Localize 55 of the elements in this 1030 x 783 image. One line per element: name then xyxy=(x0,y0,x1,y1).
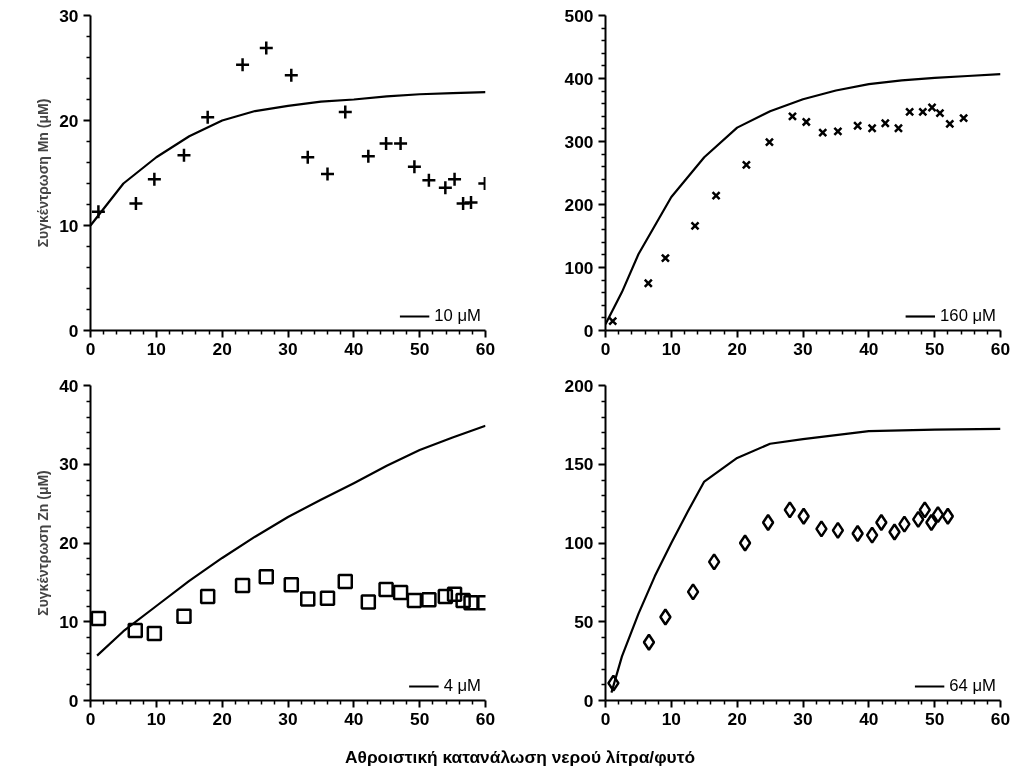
y-tick-label: 20 xyxy=(59,533,79,553)
y-tick-label: 30 xyxy=(59,454,79,475)
legend-label: 10 μM xyxy=(434,306,481,326)
x-tick-label: 30 xyxy=(793,338,813,359)
x-tick-label: 0 xyxy=(85,338,96,359)
x-tick-label: 30 xyxy=(278,708,298,729)
x-axis-title: Αθροιστική κατανάλωση νερού λίτρα/φυτό xyxy=(345,746,695,769)
y-axis-title: Συγκέντρωση Zn (μM) xyxy=(35,470,52,616)
x-tick-label: 20 xyxy=(212,338,232,359)
y-tick-label: 10 xyxy=(59,215,79,236)
x-tick-label: 50 xyxy=(925,708,945,729)
y-tick-label: 0 xyxy=(68,690,79,711)
x-tick-label: 40 xyxy=(859,708,879,729)
x-tick-label: 0 xyxy=(85,708,96,729)
y-tick-label: 40 xyxy=(59,375,79,396)
x-tick-label: 30 xyxy=(278,338,298,359)
x-tick-label: 0 xyxy=(600,708,611,729)
y-tick-label: 10 xyxy=(59,611,79,632)
y-tick-label: 200 xyxy=(564,194,594,215)
x-tick-label: 60 xyxy=(475,338,496,359)
x-tick-label: 60 xyxy=(990,338,1011,359)
x-tick-label: 40 xyxy=(344,338,364,359)
y-tick-label: 300 xyxy=(564,131,594,152)
y-axis-title: Συγκέντρωση Mn (μM) xyxy=(35,98,52,248)
y-tick-label: 50 xyxy=(574,611,594,632)
y-tick-label: 400 xyxy=(564,68,594,89)
x-tick-label: 10 xyxy=(146,338,166,359)
y-tick-label: 30 xyxy=(59,5,79,26)
legend-label: 4 μM xyxy=(443,676,481,696)
x-tick-label: 50 xyxy=(410,338,430,359)
x-tick-label: 0 xyxy=(600,338,611,359)
x-tick-label: 30 xyxy=(793,708,813,729)
legend-label: 160 μM xyxy=(940,306,996,326)
y-tick-label: 150 xyxy=(564,454,594,475)
y-tick-label: 0 xyxy=(583,690,594,711)
x-tick-label: 10 xyxy=(661,338,681,359)
x-tick-label: 20 xyxy=(727,338,747,359)
y-tick-label: 100 xyxy=(564,533,594,553)
x-tick-label: 20 xyxy=(212,708,232,729)
x-tick-label: 10 xyxy=(146,708,166,729)
y-tick-label: 20 xyxy=(59,110,79,131)
x-tick-label: 40 xyxy=(859,338,879,359)
x-tick-label: 50 xyxy=(925,338,945,359)
legend-label: 64 μM xyxy=(949,676,996,696)
y-tick-label: 0 xyxy=(583,320,594,341)
y-tick-label: 100 xyxy=(564,257,594,278)
y-tick-label: 500 xyxy=(564,5,594,26)
x-tick-label: 50 xyxy=(410,708,430,729)
x-tick-label: 20 xyxy=(727,708,747,729)
x-tick-label: 60 xyxy=(475,708,496,729)
x-tick-label: 40 xyxy=(344,708,364,729)
x-tick-label: 60 xyxy=(990,708,1011,729)
y-tick-label: 200 xyxy=(564,375,594,396)
x-tick-label: 10 xyxy=(661,708,681,729)
y-tick-label: 0 xyxy=(68,320,79,341)
